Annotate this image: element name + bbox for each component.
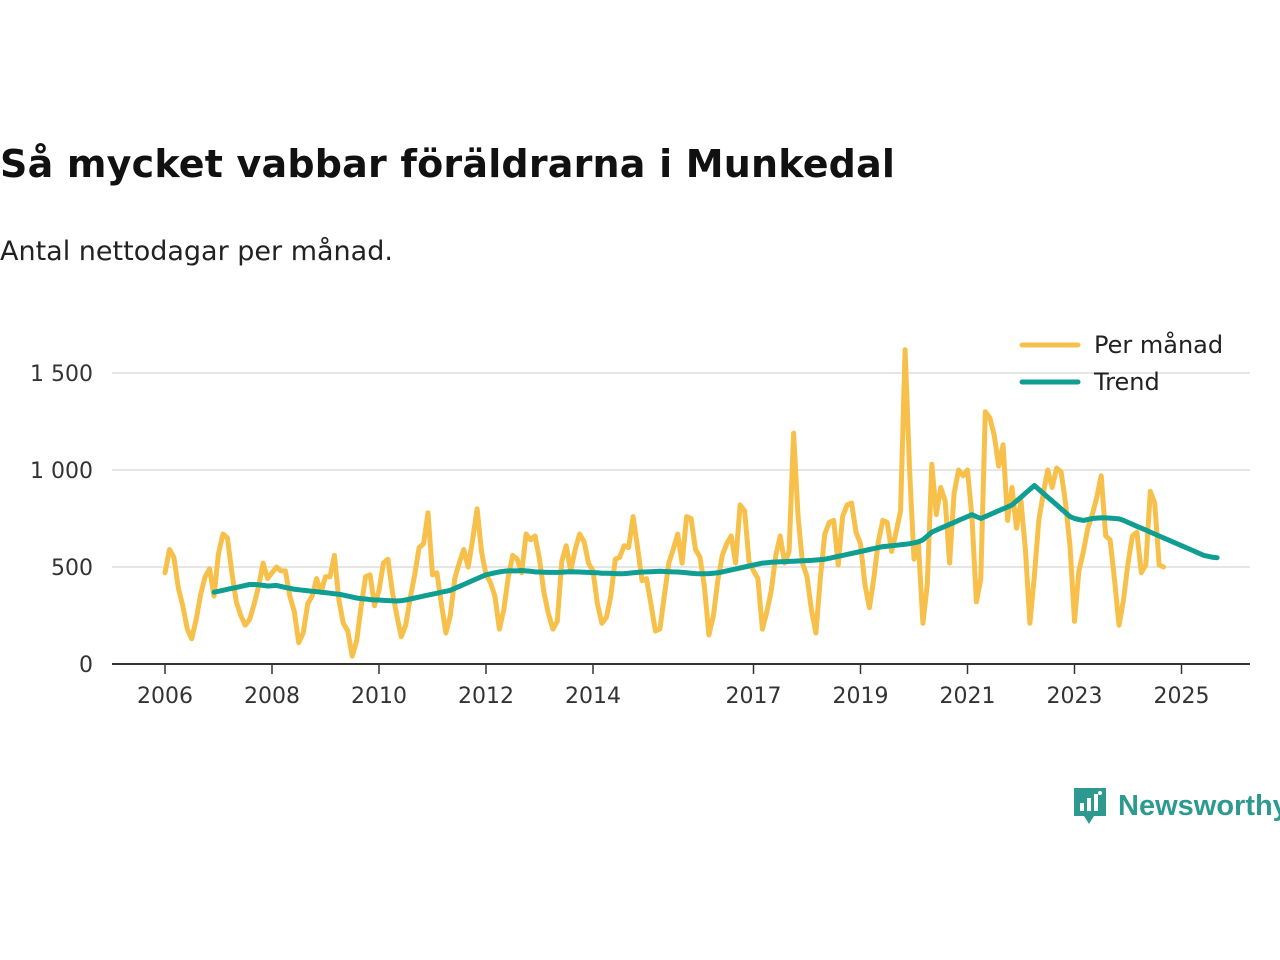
x-tick-label: 2025: [1154, 684, 1210, 709]
series-line-trend: [211, 483, 1220, 604]
brand-name: Newsworthy: [1118, 789, 1280, 822]
x-tick-label: 2023: [1047, 684, 1103, 709]
y-axis-ticks: 0 500 1 000 1 500: [30, 362, 93, 678]
series-lines: [162, 347, 1220, 659]
x-axis-ticks: 2006 2008 2010 2012 2014 2017 2019 2021 2023 2025: [137, 664, 1210, 709]
x-tick-label: 2012: [458, 684, 514, 709]
gridlines: [112, 372, 1250, 568]
y-tick-label: 500: [51, 556, 93, 581]
x-tick-label: 2008: [244, 684, 300, 709]
brand-logo: Newsworthy: [1072, 786, 1280, 826]
bar-chart-speech-bubble-icon: [1074, 788, 1106, 824]
y-tick-label: 1 000: [30, 459, 93, 484]
x-tick-label: 2010: [351, 684, 407, 709]
legend: Per månad Trend: [1019, 330, 1223, 396]
y-tick-label: 1 500: [30, 362, 93, 387]
chart-title: Så mycket vabbar föräldrarna i Munkedal: [0, 142, 896, 186]
x-tick-label: 2006: [137, 684, 193, 709]
y-tick-label: 0: [79, 653, 93, 678]
x-tick-label: 2019: [833, 684, 889, 709]
x-tick-label: 2017: [726, 684, 782, 709]
x-tick-label: 2014: [565, 684, 621, 709]
series-line-per-month: [162, 347, 1167, 659]
legend-label-per-month: Per månad: [1094, 330, 1223, 359]
x-tick-label: 2021: [940, 684, 996, 709]
legend-label-trend: Trend: [1093, 368, 1160, 396]
chart-subtitle: Antal nettodagar per månad.: [0, 236, 393, 267]
